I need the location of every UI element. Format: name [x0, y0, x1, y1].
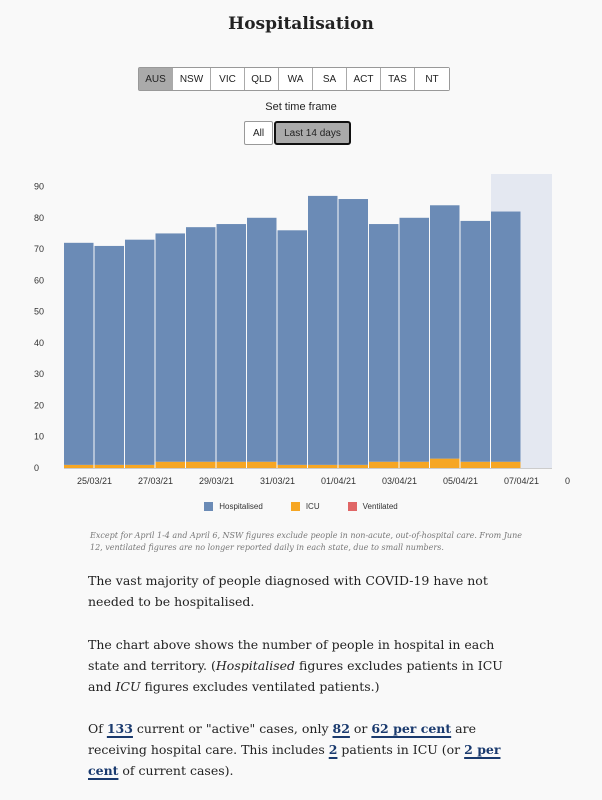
y-tick-label: 70: [34, 244, 44, 254]
bar-hospitalised: [125, 239, 155, 465]
state-button-tas[interactable]: TAS: [381, 68, 415, 90]
paragraph-explainer: The chart above shows the number of peop…: [88, 634, 518, 697]
legend-label-hospitalised: Hospitalised: [219, 502, 263, 511]
state-button-nt[interactable]: NT: [415, 68, 449, 90]
bar-hospitalised: [308, 195, 338, 465]
legend-label-ventilated: Ventilated: [362, 502, 398, 511]
bar-icu: [369, 461, 399, 468]
x-tick-label: 01/04/21: [321, 476, 356, 486]
legend-swatch-icu: [290, 502, 300, 511]
legend-label-icu: ICU: [305, 502, 320, 511]
icu-count-link[interactable]: 2: [328, 742, 338, 757]
bar-hospitalised: [247, 217, 277, 462]
x-tick-label: 27/03/21: [138, 476, 173, 486]
y-tick-label: 60: [34, 275, 44, 285]
bar-hospitalised: [94, 245, 124, 465]
bar-hospitalised: [430, 205, 460, 459]
y-tick-label: 40: [34, 338, 44, 348]
legend-item-ventilated: Ventilated: [347, 502, 398, 511]
bar-hospitalised: [338, 199, 368, 465]
p3-text-e: or: [349, 721, 372, 736]
y-tick-label: 0: [34, 463, 39, 473]
p2-text-c: figures excludes patients in ICU and: [88, 658, 503, 694]
bar-hospitalised: [186, 227, 216, 462]
bar-icu: [399, 461, 429, 468]
legend-swatch-ventilated: [347, 502, 357, 511]
bar-icu: [460, 461, 490, 468]
x-tick-label: 07/04/21: [504, 476, 539, 486]
y-tick-label: 20: [34, 400, 44, 410]
y-tick-label: 90: [34, 182, 44, 192]
bar-hospitalised: [460, 220, 490, 462]
paragraph-stats: Of 133 current or "active" cases, only 8…: [88, 718, 518, 781]
bar-icu: [491, 461, 521, 468]
icu-percent-link[interactable]: 2 per cent: [88, 742, 501, 778]
bar-hospitalised: [491, 211, 521, 462]
bar-icu: [94, 464, 124, 468]
chart-footnote: Except for April 1-4 and April 6, NSW fi…: [90, 531, 522, 552]
state-button-vic[interactable]: VIC: [211, 68, 245, 90]
active-cases-link[interactable]: 133: [106, 721, 133, 736]
state-button-qld[interactable]: QLD: [245, 68, 279, 90]
legend-swatch-hospitalised: [204, 502, 214, 511]
bar-icu: [308, 464, 338, 468]
x-tick-label: 05/04/21: [443, 476, 478, 486]
x-tick-label: 25/03/21: [77, 476, 112, 486]
bar-icu: [155, 461, 185, 468]
bar-hospitalised: [399, 217, 429, 462]
bar-hospitalised: [64, 242, 94, 465]
bar-icu: [125, 464, 155, 468]
bar-icu: [277, 464, 307, 468]
bar-hospitalised: [216, 224, 246, 462]
p3-text-i: patients in ICU (or: [337, 742, 465, 757]
p2-icu-term: ICU: [115, 679, 141, 694]
state-button-act[interactable]: ACT: [347, 68, 381, 90]
p2-text-e: figures excludes ventilated patients.): [140, 679, 380, 694]
y-tick-label: 80: [34, 213, 44, 223]
hospital-care-percent-link[interactable]: 62 per cent: [371, 721, 452, 736]
bar-icu: [247, 461, 277, 468]
p2-text-a: The chart above shows the number of peop…: [88, 637, 495, 673]
bar-icu: [430, 458, 460, 468]
p2-hospitalised-term: Hospitalised: [215, 658, 296, 673]
timeframe-all-button[interactable]: All: [244, 121, 274, 145]
hospitalisation-chart: 0 10 20 30 40 50 60 70 80 90 25/03/21 27/03/21 29/03…: [34, 174, 570, 486]
x-tick-label: 09/04/21: [565, 476, 570, 486]
page-title: Hospitalisation: [228, 14, 374, 34]
bar-icu: [64, 464, 94, 468]
chart-legend: Hospitalised ICU Ventilated: [0, 502, 602, 511]
y-tick-label: 30: [34, 369, 44, 379]
bar-hospitalised: [277, 230, 307, 465]
bar-icu: [186, 461, 216, 468]
p3-text-c: current or "active" cases, only: [132, 721, 333, 736]
legend-item-icu: ICU: [290, 502, 320, 511]
timeframe-label: Set time frame: [265, 101, 337, 113]
state-selector: AUS NSW VIC QLD WA SA ACT TAS NT: [138, 67, 450, 91]
paragraph-intro: The vast majority of people diagnosed wi…: [88, 573, 488, 609]
x-tick-label: 31/03/21: [260, 476, 295, 486]
state-button-aus[interactable]: AUS: [139, 68, 173, 90]
hospital-care-count-link[interactable]: 82: [332, 721, 350, 736]
bar-icu: [338, 464, 368, 468]
p3-text-g: are receiving hospital care. This includ…: [88, 721, 476, 757]
legend-item-hospitalised: Hospitalised: [204, 502, 263, 511]
bar-icu: [216, 461, 246, 468]
bar-hospitalised: [369, 224, 399, 462]
x-tick-label: 03/04/21: [382, 476, 417, 486]
p3-text-k: of current cases).: [118, 763, 234, 778]
state-button-wa[interactable]: WA: [279, 68, 313, 90]
timeframe-last14-button[interactable]: Last 14 days: [274, 121, 351, 145]
bar-hospitalised: [155, 233, 185, 462]
timeframe-selector: All Last 14 days: [244, 121, 351, 145]
p3-text-a: Of: [88, 721, 107, 736]
state-button-sa[interactable]: SA: [313, 68, 347, 90]
x-tick-label: 29/03/21: [199, 476, 234, 486]
state-button-nsw[interactable]: NSW: [173, 68, 211, 90]
y-tick-label: 50: [34, 307, 44, 317]
y-tick-label: 10: [34, 432, 44, 442]
